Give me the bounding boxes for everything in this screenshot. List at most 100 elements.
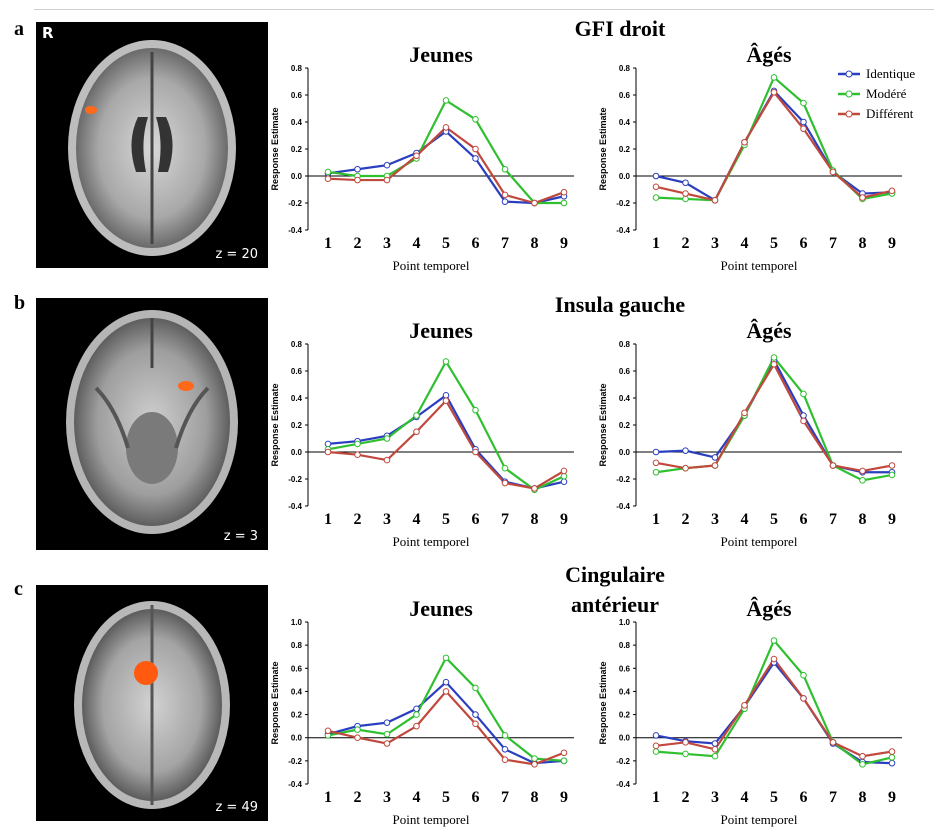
- x-tick-label: 7: [829, 789, 837, 806]
- data-point: [711, 462, 719, 469]
- x-tick-label: 2: [682, 235, 690, 252]
- x-tick-label: 3: [383, 511, 391, 528]
- x-tick-label: 9: [888, 789, 896, 806]
- y-tick-label: -0.4: [288, 502, 302, 511]
- data-point: [682, 190, 689, 197]
- y-tick-label: 1.0: [291, 618, 303, 627]
- data-point: [442, 358, 450, 365]
- data-point: [501, 165, 509, 173]
- data-point: [652, 468, 660, 476]
- data-point: [442, 397, 450, 404]
- legend-label: Différent: [866, 106, 914, 121]
- x-tick-label: 1: [324, 789, 332, 806]
- x-tick-label: 8: [859, 789, 867, 806]
- series-line-différent: [327, 125, 565, 205]
- data-point: [682, 195, 689, 203]
- data-point: [800, 412, 807, 419]
- x-tick-label: 6: [472, 511, 480, 528]
- data-point: [829, 739, 837, 746]
- data-point: [682, 739, 689, 746]
- x-tick-label: 3: [383, 235, 391, 252]
- data-point: [560, 478, 568, 485]
- x-tick-label: 9: [560, 789, 568, 806]
- x-tick-label: 6: [472, 789, 480, 806]
- data-point: [652, 748, 660, 755]
- chart-svg: Âgés -0.4 -0.2 0.0 0.2 0.4 0.6 0.8 Response Esti…: [598, 42, 902, 273]
- x-tick-label: 8: [859, 235, 867, 252]
- x-axis-label: Point temporel: [721, 258, 798, 273]
- data-point: [682, 179, 689, 187]
- data-point: [652, 732, 660, 739]
- data-point: [770, 74, 778, 81]
- x-tick-label: 6: [472, 235, 480, 252]
- x-tick-label: 1: [324, 511, 332, 528]
- data-point: [652, 448, 660, 456]
- y-tick-label: 0.8: [619, 641, 631, 650]
- x-tick-label: 1: [652, 789, 660, 806]
- data-point: [442, 124, 450, 131]
- x-tick-label: 3: [711, 511, 719, 528]
- data-point: [472, 406, 479, 414]
- x-tick-label: 3: [383, 789, 391, 806]
- data-point: [501, 464, 509, 472]
- data-point: [354, 440, 361, 448]
- panel-letter-b: b: [14, 292, 26, 314]
- x-tick-label: 8: [531, 235, 539, 252]
- y-tick-label: 0.8: [619, 64, 631, 73]
- data-point: [770, 89, 778, 96]
- y-tick-label: -0.2: [616, 475, 630, 484]
- series-line-modéré: [327, 98, 564, 205]
- data-point: [501, 732, 509, 739]
- y-tick-label: 0.4: [291, 687, 303, 696]
- x-tick-label: 5: [442, 235, 450, 252]
- chart-svg: Jeunes -0.4 -0.2 0.0 0.2 0.4 0.6 0.8 Response Es…: [270, 42, 574, 273]
- data-point: [859, 761, 866, 768]
- brain-slice-c: z = 49: [36, 585, 268, 821]
- data-point: [682, 750, 689, 758]
- chart-title: Jeunes: [409, 42, 473, 67]
- chart-c-jeunes: Jeunes -0.4 -0.2 0.0 0.2 0.4 0.6 0.8 1.0 Response…: [262, 594, 587, 830]
- y-tick-label: -0.2: [288, 757, 302, 766]
- panel-letter-a: a: [14, 18, 24, 40]
- brain-image-c: [74, 601, 230, 809]
- slice-label-c: z = 49: [215, 800, 258, 815]
- data-point: [800, 125, 807, 133]
- data-point: [800, 390, 807, 398]
- data-point: [472, 155, 479, 162]
- data-point: [682, 464, 689, 472]
- data-point: [324, 175, 332, 182]
- x-tick-label: 7: [501, 511, 509, 528]
- data-point: [354, 451, 361, 458]
- y-tick-label: 0.2: [619, 145, 631, 154]
- series-line-modéré: [327, 359, 565, 492]
- y-tick-label: 0.8: [619, 340, 631, 349]
- series-line-modéré: [327, 656, 565, 762]
- legend-item: Modéré: [838, 84, 915, 104]
- region-title-b: Insula gauche: [554, 292, 686, 317]
- data-point: [652, 742, 660, 750]
- y-tick-label: 0.0: [291, 734, 303, 743]
- data-point: [354, 734, 361, 742]
- data-point: [711, 454, 719, 461]
- panel-letter-c: c: [14, 578, 23, 600]
- y-tick-label: -0.4: [616, 502, 630, 511]
- chart-a-jeunes: Jeunes -0.4 -0.2 0.0 0.2 0.4 0.6 0.8 Response Es…: [262, 40, 587, 276]
- x-tick-label: 5: [770, 235, 778, 252]
- data-point: [383, 740, 391, 747]
- x-axis-label: Point temporel: [393, 534, 470, 549]
- x-tick-label: 8: [531, 789, 539, 806]
- data-point: [652, 183, 660, 191]
- data-point: [383, 730, 391, 738]
- legend-label: Modéré: [866, 86, 907, 101]
- data-point: [741, 702, 748, 709]
- data-point: [472, 448, 479, 456]
- y-tick-label: 0.0: [619, 448, 631, 457]
- series-line-différent: [327, 398, 565, 490]
- x-tick-label: 9: [560, 235, 568, 252]
- data-point: [652, 172, 660, 180]
- data-point: [770, 354, 778, 361]
- data-point: [652, 459, 660, 467]
- data-point: [531, 761, 538, 768]
- top-divider: [34, 9, 934, 10]
- y-tick-label: -0.2: [288, 199, 302, 208]
